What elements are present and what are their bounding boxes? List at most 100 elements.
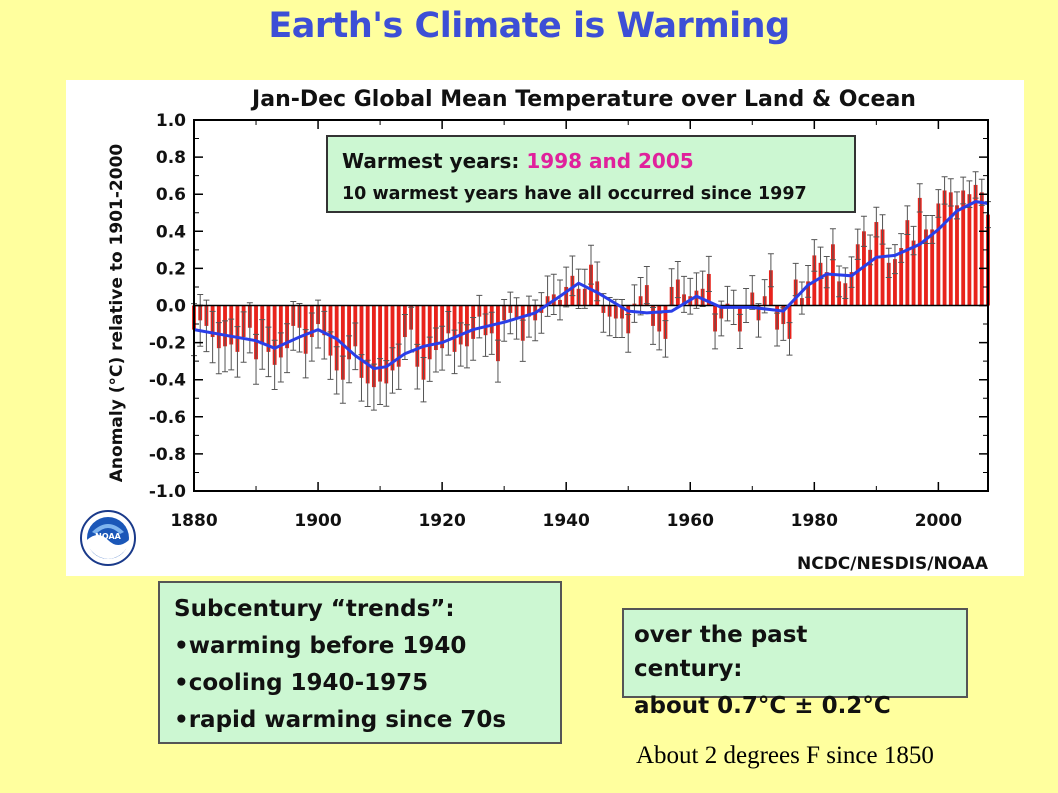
bar [254,305,258,360]
century-line: century: [634,656,743,682]
error-bar [780,307,787,341]
error-bar [364,359,371,408]
error-bar [854,228,861,260]
error-bar [594,261,601,302]
error-bar [222,320,229,373]
error-bar [898,233,905,263]
error-bar [339,355,346,404]
bar [973,184,978,306]
error-bar [197,293,204,347]
error-bar [457,322,464,367]
error-bar [873,206,880,238]
bar [818,262,823,306]
error-bar [786,322,793,356]
error-bar [736,313,743,350]
x-tick-label: 1920 [418,511,465,531]
error-bar [395,343,402,390]
error-bar [538,292,545,334]
y-tick-label: 0.0 [156,297,186,317]
error-bar [296,303,303,353]
error-bar [308,312,315,362]
error-bar [346,335,353,384]
error-bar [761,279,768,314]
bar [824,272,829,306]
error-bar [377,358,384,405]
error-bar [960,176,967,205]
error-bar [600,293,607,333]
x-tick-label: 1940 [543,511,590,531]
bar [917,197,922,306]
bar [942,190,947,306]
bar [911,240,916,306]
error-bar [333,346,340,395]
century-change-callout: over the past century: about 0.7°C ± 0.2… [622,608,968,719]
error-bar [445,311,452,356]
error-bar [532,299,539,342]
error-bar [891,244,898,275]
bar [365,305,370,384]
error-bar [749,275,756,310]
error-bar [625,313,632,353]
error-bar [550,273,557,315]
x-tick-label: 1880 [170,511,217,531]
error-bar [563,266,570,308]
error-bar [370,363,377,411]
error-bar [687,277,694,315]
error-bar [588,244,594,285]
error-bar [705,255,712,293]
bar [384,305,389,384]
error-bar [209,310,216,364]
error-bar [941,176,948,205]
error-bar [575,268,582,309]
warmest-detail: 10 warmest years have all occurred since… [342,184,807,204]
error-bar [488,311,495,355]
bar [589,264,593,306]
error-bar [792,262,799,297]
bar [948,192,953,306]
error-bar [811,239,818,272]
error-bar [302,329,309,379]
error-bar [544,275,551,317]
bar [868,249,873,306]
y-tick-label: 0.2 [156,259,186,279]
error-bar [215,322,222,375]
error-bar [476,294,483,339]
bar [768,270,773,306]
y-tick-label: 0.6 [156,185,186,205]
error-bar [401,314,408,361]
trend-item: •warming before 1940 [174,633,467,659]
bar [961,190,966,306]
trend-item: •rapid warming since 70s [174,707,507,733]
error-bar [253,333,260,385]
x-tick-label: 1980 [791,511,838,531]
y-tick-label: -0.2 [149,334,186,354]
bar [905,220,910,306]
warmest-years-callout: Warmest years: 1998 and 2005 10 warmest … [326,135,856,213]
error-bar [234,326,241,378]
error-bar [668,268,675,306]
error-bar [519,319,526,362]
error-bar [470,316,477,361]
error-bar [494,339,501,383]
error-bar [805,264,812,298]
bar [371,305,376,388]
bar [899,247,904,306]
bar [496,305,500,362]
error-bar [643,266,650,305]
warmest-years-line: Warmest years: 1998 and 2005 [342,149,694,173]
y-tick-label: 0.4 [156,222,186,242]
error-bar [848,256,855,288]
error-bar [432,327,439,373]
error-bar [439,325,446,371]
error-bar [860,215,867,247]
error-bar [637,277,644,316]
chart-title: Jan-Dec Global Mean Temperature over Lan… [250,87,916,112]
noaa-logo-text: NOAA [95,532,121,541]
bar [930,229,935,306]
error-bar [836,265,843,298]
error-bar [358,354,365,402]
x-tick-label: 1900 [294,511,341,531]
error-bar [265,326,272,378]
smoothed-line [193,200,989,371]
bar [967,194,972,306]
